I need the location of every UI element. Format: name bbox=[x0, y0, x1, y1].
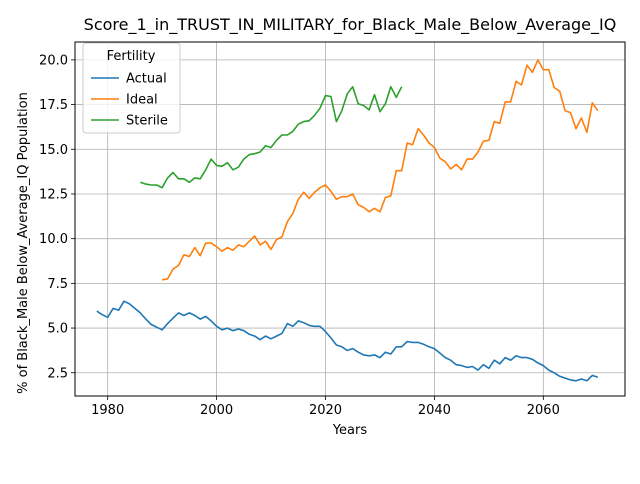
y-tick-label: 2.5 bbox=[47, 366, 68, 381]
x-tick-label: 2040 bbox=[418, 403, 451, 418]
y-tick-label: 17.5 bbox=[39, 98, 68, 113]
series-line-sterile bbox=[140, 85, 403, 189]
series-line-actual bbox=[96, 300, 599, 382]
legend-label-sterile: Sterile bbox=[126, 114, 168, 129]
y-tick-label: 20.0 bbox=[39, 53, 68, 68]
legend: Fertility Actual Ideal Sterile bbox=[82, 42, 181, 134]
legend-title: Fertility bbox=[107, 49, 156, 64]
y-tick-label: 7.5 bbox=[47, 277, 68, 292]
y-tick-label: 10.0 bbox=[39, 232, 68, 247]
y-tick-label: 15.0 bbox=[39, 143, 68, 158]
x-tick-label: 2000 bbox=[200, 403, 233, 418]
legend-box bbox=[82, 42, 181, 134]
x-tick-label: 2060 bbox=[527, 403, 560, 418]
y-tick-label: 12.5 bbox=[39, 187, 68, 202]
series-lines bbox=[96, 59, 599, 382]
x-tick-label: 2020 bbox=[309, 403, 342, 418]
legend-label-actual: Actual bbox=[126, 72, 167, 87]
y-tick-label: 5.0 bbox=[47, 322, 68, 337]
legend-label-ideal: Ideal bbox=[126, 93, 158, 108]
x-axis-label: Years bbox=[332, 423, 368, 438]
chart-title: Score_1_in_TRUST_IN_MILITARY_for_Black_M… bbox=[84, 15, 617, 35]
axis-ticks: 1980 2000 2020 2040 2060 2.5 5.0 7.5 10.0 12.5 15.… bbox=[39, 53, 560, 418]
x-tick-label: 1980 bbox=[91, 403, 124, 418]
series-line-ideal bbox=[161, 59, 599, 281]
plot-area-frame bbox=[74, 41, 626, 397]
legend-entries: Actual Ideal Sterile bbox=[91, 72, 168, 129]
y-axis-label: % of Black_Male Below_Average_IQ Populat… bbox=[16, 92, 31, 394]
